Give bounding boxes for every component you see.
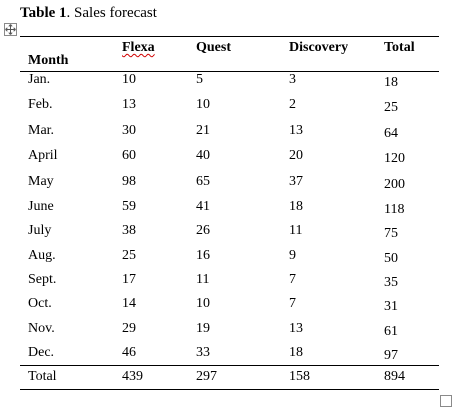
cell-discovery: 18 — [289, 199, 303, 214]
cell-discovery: 9 — [289, 248, 296, 263]
table-bottom-rule — [20, 389, 439, 390]
cell-flexa: 14 — [122, 296, 136, 311]
cell-total: 200 — [384, 177, 405, 192]
total-row-month: Total — [28, 369, 57, 384]
cell-discovery: 13 — [289, 123, 303, 138]
total-row-discovery: 158 — [289, 369, 310, 384]
total-row-flexa: 439 — [122, 369, 143, 384]
cell-month: Nov. — [28, 321, 55, 336]
cell-total: 97 — [384, 348, 398, 363]
cell-month: Dec. — [28, 345, 55, 360]
cell-quest: 40 — [196, 148, 210, 163]
cell-flexa: 38 — [122, 223, 136, 238]
cell-total: 18 — [384, 75, 398, 90]
cell-flexa: 98 — [122, 174, 136, 189]
header-total: Total — [384, 40, 415, 55]
cell-flexa: 30 — [122, 123, 136, 138]
cell-quest: 10 — [196, 97, 210, 112]
cell-quest: 19 — [196, 321, 210, 336]
table-total-rule — [20, 365, 439, 366]
table-resize-handle-icon[interactable] — [440, 395, 452, 407]
cell-total: 75 — [384, 226, 398, 241]
table-move-handle-icon[interactable] — [4, 23, 17, 36]
cell-discovery: 7 — [289, 272, 296, 287]
cell-month: Jan. — [28, 72, 51, 87]
header-discovery: Discovery — [289, 40, 349, 55]
cell-total: 61 — [384, 324, 398, 339]
cell-flexa: 10 — [122, 72, 136, 87]
table-header-rule — [20, 71, 439, 72]
cell-quest: 5 — [196, 72, 203, 87]
cell-total: 120 — [384, 151, 405, 166]
table-top-rule — [20, 36, 439, 37]
cell-total: 31 — [384, 299, 398, 314]
cell-quest: 11 — [196, 272, 210, 287]
cell-total: 25 — [384, 100, 398, 115]
cell-quest: 26 — [196, 223, 210, 238]
header-quest: Quest — [196, 40, 231, 55]
cell-month: April — [28, 148, 58, 163]
cell-discovery: 20 — [289, 148, 303, 163]
cell-flexa: 60 — [122, 148, 136, 163]
cell-month: Oct. — [28, 296, 52, 311]
cell-total: 50 — [384, 251, 398, 266]
cell-discovery: 13 — [289, 321, 303, 336]
cell-quest: 33 — [196, 345, 210, 360]
cell-discovery: 37 — [289, 174, 303, 189]
cell-flexa: 46 — [122, 345, 136, 360]
cell-month: Mar. — [28, 123, 55, 138]
cell-month: Aug. — [28, 248, 56, 263]
total-row-quest: 297 — [196, 369, 217, 384]
cell-total: 64 — [384, 126, 398, 141]
cell-month: May — [28, 174, 54, 189]
header-flexa: Flexa — [122, 40, 155, 55]
cell-quest: 21 — [196, 123, 210, 138]
cell-flexa: 29 — [122, 321, 136, 336]
cell-discovery: 18 — [289, 345, 303, 360]
cell-quest: 65 — [196, 174, 210, 189]
cell-month: Feb. — [28, 97, 53, 112]
cell-flexa: 17 — [122, 272, 136, 287]
cell-flexa: 13 — [122, 97, 136, 112]
caption-text: . Sales forecast — [66, 5, 157, 21]
cell-quest: 10 — [196, 296, 210, 311]
cell-discovery: 7 — [289, 296, 296, 311]
cell-discovery: 3 — [289, 72, 296, 87]
table-caption: Table 1. Sales forecast — [20, 3, 157, 23]
cell-month: Sept. — [28, 272, 57, 287]
total-row-total: 894 — [384, 369, 405, 384]
cell-discovery: 11 — [289, 223, 303, 238]
cell-quest: 16 — [196, 248, 210, 263]
cell-month: July — [28, 223, 52, 238]
cell-month: June — [28, 199, 54, 214]
cell-flexa: 25 — [122, 248, 136, 263]
cell-discovery: 2 — [289, 97, 296, 112]
header-month: Month — [28, 53, 69, 68]
cell-quest: 41 — [196, 199, 210, 214]
cell-flexa: 59 — [122, 199, 136, 214]
cell-total: 35 — [384, 275, 398, 290]
caption-label: Table 1 — [20, 5, 67, 21]
cell-total: 118 — [384, 202, 405, 217]
